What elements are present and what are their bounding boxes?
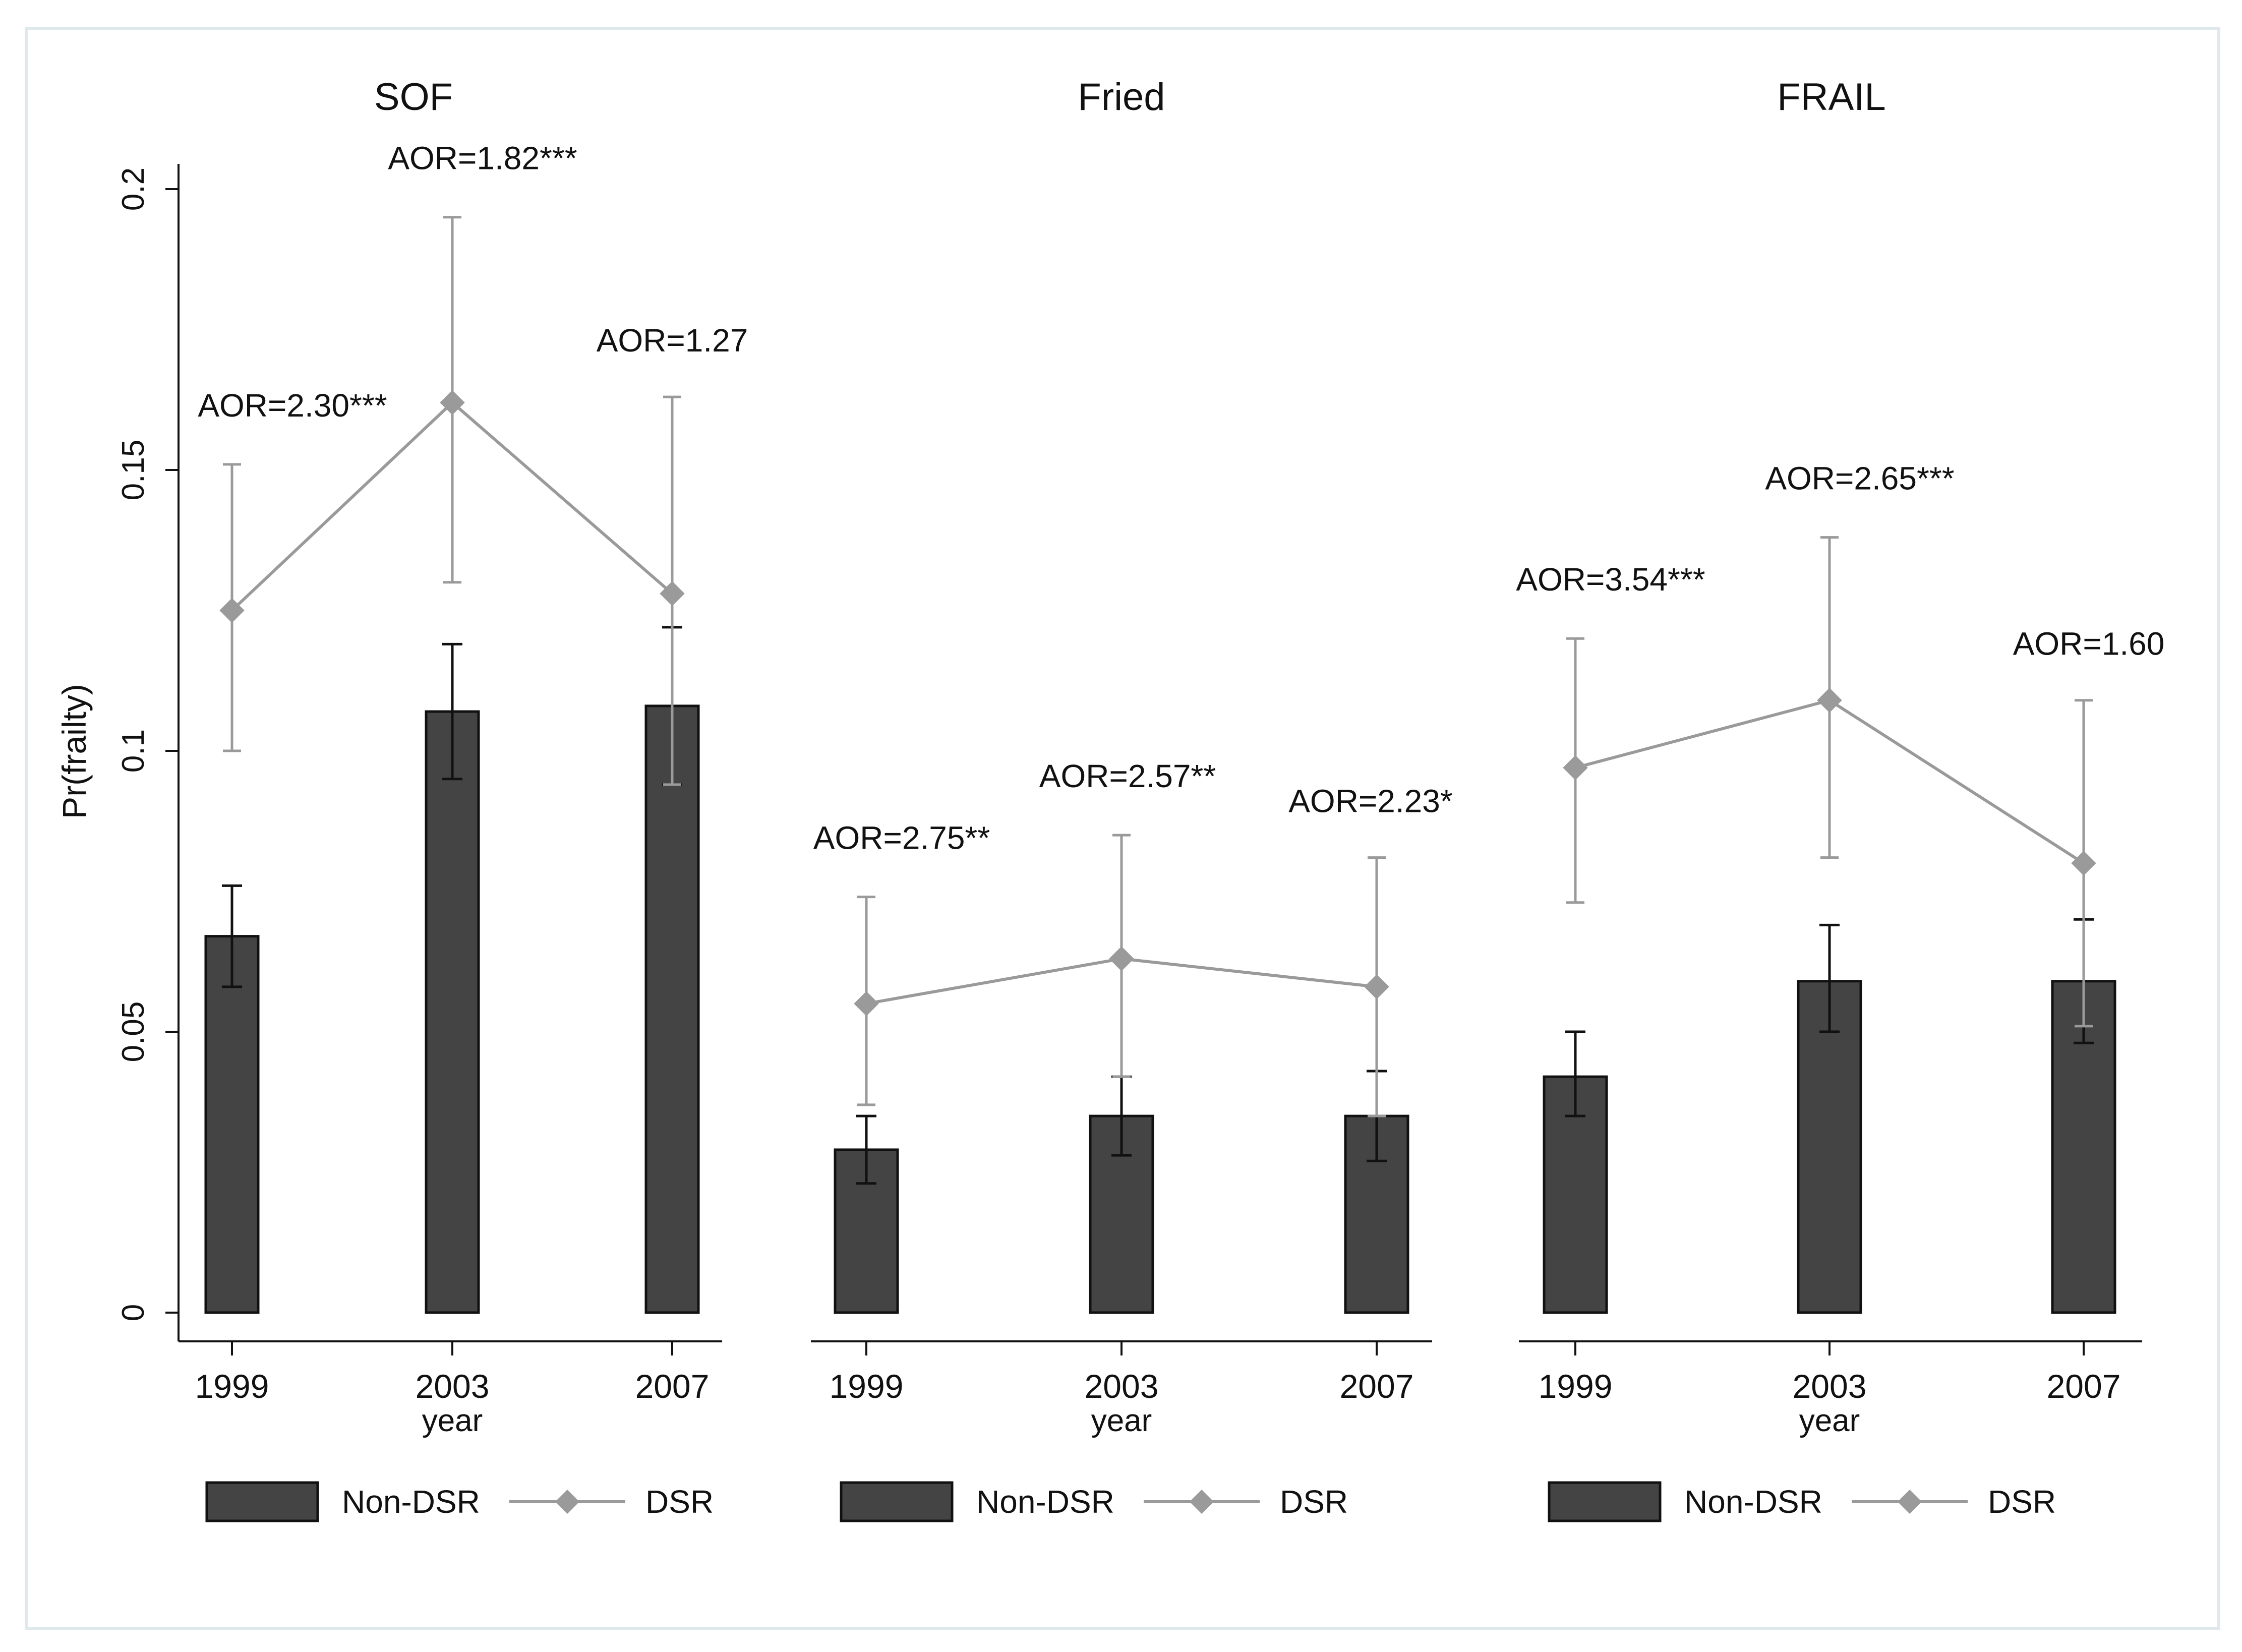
y-tick-label: 0.1 bbox=[116, 729, 151, 773]
x-tick-label: 2003 bbox=[1793, 1368, 1867, 1405]
x-tick-label: 2007 bbox=[635, 1368, 710, 1405]
legend-label-dsr: DSR bbox=[1988, 1484, 2056, 1520]
x-tick-label: 2003 bbox=[1085, 1368, 1159, 1405]
y-axis: 0 0.05 0.1 0.15 0.2 bbox=[116, 164, 180, 1341]
panels: 0 0.05 0.1 0.15 0.2 SOF 1999 2003 2007 year AOR=2.… bbox=[116, 76, 2165, 1522]
dsr-point-2003 bbox=[1109, 946, 1134, 971]
dsr-point-2007 bbox=[1364, 974, 1389, 999]
panel-fried: Fried 1999 2003 2007 year AOR=2.75** AOR=2.57*… bbox=[811, 76, 1453, 1522]
legend-marker-dsr bbox=[1190, 1490, 1214, 1514]
y-axis-label: Pr(frailty) bbox=[55, 684, 93, 819]
legend-swatch-non-dsr bbox=[1548, 1481, 1662, 1522]
legend: Non-DSR DSR bbox=[840, 1481, 1348, 1522]
dsr-point-2003 bbox=[440, 390, 465, 416]
aor-annotation: AOR=2.30*** bbox=[198, 387, 387, 424]
legend-label-dsr: DSR bbox=[1280, 1484, 1348, 1520]
aor-annotation: AOR=2.75** bbox=[813, 820, 990, 856]
x-tick-label: 1999 bbox=[195, 1368, 269, 1405]
aor-annotation: AOR=1.60 bbox=[2013, 626, 2165, 662]
bar-non-dsr-2003 bbox=[1797, 980, 1862, 1314]
legend-label-non-dsr: Non-DSR bbox=[342, 1484, 480, 1520]
x-tick-label: 2007 bbox=[1340, 1368, 1414, 1405]
aor-annotation: AOR=2.65*** bbox=[1765, 460, 1954, 497]
x-tick-label: 2007 bbox=[2047, 1368, 2121, 1405]
x-axis-label: year bbox=[1091, 1403, 1152, 1438]
legend-label-non-dsr: Non-DSR bbox=[976, 1484, 1114, 1520]
x-axis-label: year bbox=[422, 1403, 483, 1438]
dsr-point-2003 bbox=[1817, 688, 1842, 713]
aor-annotation: AOR=3.54*** bbox=[1516, 561, 1705, 598]
bar-non-dsr-2003 bbox=[425, 710, 480, 1314]
legend-marker-dsr bbox=[1898, 1490, 1922, 1514]
aor-annotation: AOR=2.23* bbox=[1288, 783, 1453, 819]
y-tick-label: 0.15 bbox=[116, 440, 151, 501]
legend-marker-dsr bbox=[555, 1490, 579, 1514]
dsr-point-2007 bbox=[660, 581, 685, 606]
legend: Non-DSR DSR bbox=[1548, 1481, 2056, 1522]
bar-non-dsr-1999 bbox=[204, 935, 260, 1314]
legend-label-non-dsr: Non-DSR bbox=[1684, 1484, 1822, 1520]
x-tick-label: 1999 bbox=[830, 1368, 904, 1405]
dsr-point-2007 bbox=[2071, 851, 2096, 876]
panel-sof: SOF 1999 2003 2007 year AOR=2.30*** AOR=1.82**… bbox=[179, 76, 748, 1522]
x-axis-label: year bbox=[1799, 1403, 1860, 1438]
dsr-point-1999 bbox=[219, 598, 245, 623]
aor-annotation: AOR=2.57** bbox=[1039, 758, 1216, 794]
dsr-point-1999 bbox=[854, 991, 879, 1017]
aor-annotation: AOR=1.82*** bbox=[388, 140, 577, 176]
panel-frail: FRAIL 1999 2003 2007 year AOR=3.54*** AOR=2.65… bbox=[1516, 76, 2165, 1522]
x-tick-label: 1999 bbox=[1539, 1368, 1613, 1405]
legend-label-dsr: DSR bbox=[645, 1484, 714, 1520]
panel-title: FRAIL bbox=[1777, 76, 1885, 119]
panel-title: SOF bbox=[374, 76, 453, 119]
dsr-point-1999 bbox=[1563, 755, 1588, 781]
panel-title: Fried bbox=[1078, 76, 1165, 119]
legend-swatch-non-dsr bbox=[840, 1481, 954, 1522]
aor-annotation: AOR=1.27 bbox=[597, 322, 748, 359]
legend: Non-DSR DSR bbox=[205, 1481, 714, 1522]
legend-swatch-non-dsr bbox=[205, 1481, 319, 1522]
y-tick-label: 0.2 bbox=[116, 167, 151, 211]
x-tick-label: 2003 bbox=[416, 1368, 490, 1405]
y-tick-label: 0.05 bbox=[116, 1001, 151, 1063]
figure-frame bbox=[25, 27, 2220, 1630]
bar-non-dsr-2007 bbox=[644, 704, 700, 1314]
y-tick-label: 0 bbox=[116, 1304, 151, 1321]
